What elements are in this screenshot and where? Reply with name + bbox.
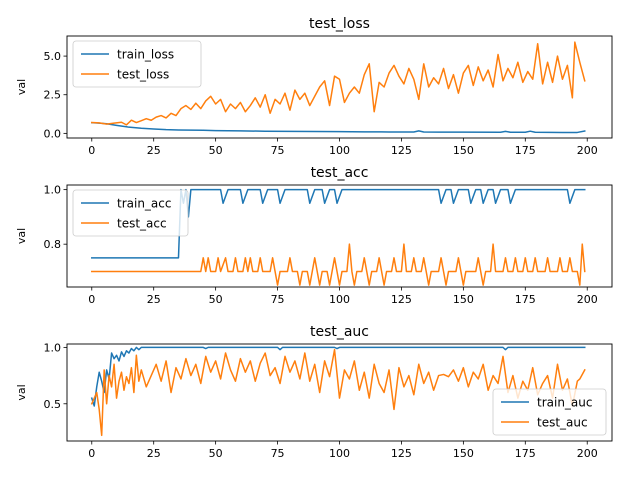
y-tick-label: 1.0 bbox=[44, 341, 62, 354]
series-line-test_loss bbox=[90, 41, 586, 126]
legend: train_loss test_loss bbox=[72, 40, 202, 88]
legend-label-test_acc: test_acc bbox=[117, 217, 167, 231]
x-tick-label: 0 bbox=[88, 144, 95, 157]
x-tick-label: 200 bbox=[577, 447, 598, 460]
x-tick-label: 75 bbox=[271, 293, 285, 306]
y-axis-label: val bbox=[15, 79, 28, 95]
y-tick-label: 0.8 bbox=[44, 238, 62, 251]
subplot-test_acc: test_acc 0 25 50 75 100 125 150 175 200 0.8 1.0 val t… bbox=[15, 165, 613, 306]
legend-label-train_loss: train_loss bbox=[117, 48, 174, 62]
legend-box bbox=[72, 40, 202, 88]
subplot-test_loss: test_loss 0 25 50 75 100 125 150 175 200 0.0 2.5 5.0… bbox=[15, 16, 613, 157]
x-tick-label: 150 bbox=[453, 293, 474, 306]
x-tick-label: 75 bbox=[271, 144, 285, 157]
y-axis-label: val bbox=[15, 228, 28, 244]
x-tick-label: 25 bbox=[147, 293, 161, 306]
y-tick-label: 5.0 bbox=[44, 50, 62, 63]
x-tick-label: 50 bbox=[209, 447, 223, 460]
legend: train_acc test_acc bbox=[72, 189, 189, 237]
x-tick-label: 0 bbox=[88, 293, 95, 306]
y-tick-label: 0.5 bbox=[44, 398, 62, 411]
x-tick-label: 200 bbox=[577, 144, 598, 157]
x-tick-label: 125 bbox=[391, 293, 412, 306]
legend-label-test_auc: test_auc bbox=[537, 416, 588, 430]
chart-title: test_auc bbox=[310, 324, 369, 340]
subplot-test_auc: test_auc 0 25 50 75 100 125 150 175 200 0.5 1.0 val t… bbox=[15, 324, 613, 460]
x-tick-label: 125 bbox=[391, 447, 412, 460]
series-line-train_loss bbox=[90, 121, 586, 134]
x-tick-label: 100 bbox=[329, 447, 350, 460]
x-tick-label: 50 bbox=[209, 144, 223, 157]
x-tick-label: 50 bbox=[209, 293, 223, 306]
legend-box bbox=[492, 388, 607, 436]
y-tick-label: 1.0 bbox=[44, 184, 62, 197]
x-tick-label: 125 bbox=[391, 144, 412, 157]
x-tick-label: 100 bbox=[329, 293, 350, 306]
x-tick-label: 200 bbox=[577, 293, 598, 306]
legend-label-train_auc: train_auc bbox=[537, 396, 593, 410]
series-line-test_auc bbox=[90, 348, 586, 437]
chart-title: test_acc bbox=[311, 165, 369, 181]
legend-label-train_acc: train_acc bbox=[117, 197, 171, 211]
x-tick-label: 100 bbox=[329, 144, 350, 157]
y-tick-label: 2.5 bbox=[44, 89, 62, 102]
x-tick-label: 175 bbox=[515, 447, 536, 460]
legend-box bbox=[72, 189, 189, 237]
x-tick-label: 150 bbox=[453, 447, 474, 460]
x-tick-label: 150 bbox=[453, 144, 474, 157]
x-tick-label: 25 bbox=[147, 447, 161, 460]
x-tick-label: 75 bbox=[271, 447, 285, 460]
legend-label-test_loss: test_loss bbox=[117, 68, 169, 82]
legend: train_auc test_auc bbox=[492, 388, 607, 436]
y-axis-label: val bbox=[15, 384, 28, 400]
chart-title: test_loss bbox=[309, 16, 370, 32]
series-line-train_acc bbox=[91, 188, 586, 259]
series-line-test_acc bbox=[91, 243, 586, 286]
x-tick-label: 0 bbox=[88, 447, 95, 460]
x-tick-label: 25 bbox=[147, 144, 161, 157]
y-tick-label: 0.0 bbox=[44, 127, 62, 140]
x-tick-label: 175 bbox=[515, 293, 536, 306]
x-tick-label: 175 bbox=[515, 144, 536, 157]
